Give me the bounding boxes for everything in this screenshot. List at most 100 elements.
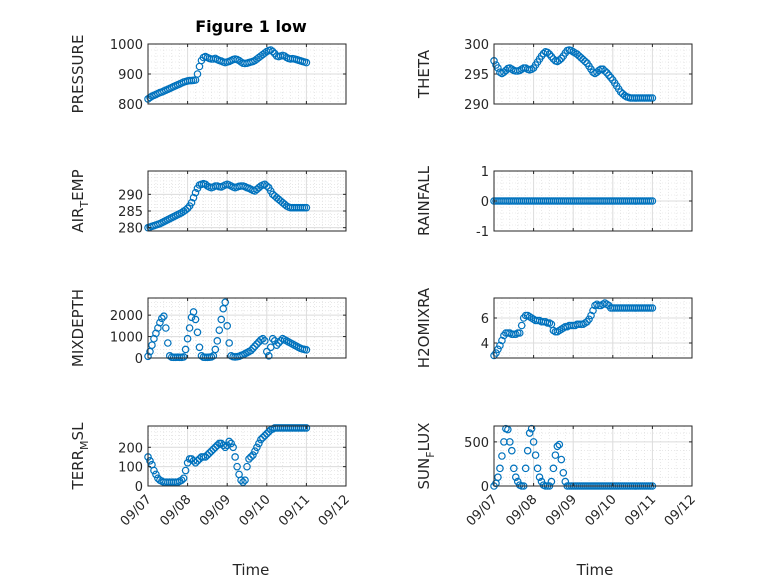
terr_msl-data-point <box>205 449 214 457</box>
h2omixra-data-point <box>589 306 597 315</box>
sun_flux-data-point <box>506 438 514 446</box>
theta-data-point <box>601 67 609 75</box>
terr_msl-data-point <box>150 466 158 475</box>
air_temp-data-point <box>191 188 200 197</box>
terr_msl-data-point <box>239 478 247 486</box>
subplot-h2omixra: 4 6 H2OMIXRA <box>415 287 693 368</box>
h2omixra-data-point <box>496 341 504 350</box>
theta-data-point <box>545 50 554 59</box>
subplot-rainfall: -1 0 1 RAINFALL <box>415 165 693 240</box>
theta-y-tick-label: 295 <box>464 68 489 83</box>
mixdepth-y-tick-label: 2000 <box>110 309 143 324</box>
terr_msl-data-point <box>227 439 235 448</box>
sun_flux-data-point <box>527 424 536 433</box>
h2omixra-y-axis-label: H2OMIXRA <box>415 287 433 368</box>
terr_msl-y-axis-label: TERRMSL <box>69 422 91 491</box>
mixdepth-data-point <box>259 334 267 343</box>
terr_msl-y-tick-label: 100 <box>118 461 143 476</box>
rainfall-y-tick-label: -1 <box>476 225 489 240</box>
subplot-theta: 290 295 300 THETA <box>415 38 693 113</box>
mixdepth-data-point <box>225 339 233 347</box>
sun_flux-data-point <box>559 468 568 477</box>
mixdepth-data-point <box>211 345 220 354</box>
sun_flux-data-point <box>529 438 538 446</box>
mixdepth-data-point <box>191 315 200 324</box>
h2omixra-data-point <box>648 304 657 312</box>
terr_msl-data-point <box>201 453 210 461</box>
x-axis-label-left: Time <box>232 561 270 579</box>
sun_flux-data-point <box>533 464 542 473</box>
rainfall-y-axis-label: RAINFALL <box>415 165 433 236</box>
sun_flux-data-point <box>553 442 562 451</box>
air_temp-y-tick-label: 290 <box>118 188 143 203</box>
terr_msl-data-point <box>261 431 269 440</box>
terr_msl-data-point <box>259 433 267 442</box>
mixdepth-data-point <box>221 298 230 307</box>
h2omixra-data-point <box>585 315 593 324</box>
sun_flux-data-point <box>509 464 518 473</box>
theta-data-point <box>494 64 502 72</box>
theta-data-point <box>581 57 589 66</box>
mixdepth-data-point <box>268 334 277 343</box>
terr_msl-data-point <box>262 429 271 438</box>
mixdepth-data-point <box>274 339 283 347</box>
mixdepth-data-point <box>223 322 232 330</box>
terr_msl-data-point <box>152 470 160 479</box>
sun_flux-data-point <box>511 473 520 481</box>
pressure-data-point <box>193 70 202 78</box>
h2omixra-data-point <box>515 329 524 337</box>
pressure-data-point <box>268 47 277 56</box>
theta-data-point <box>543 48 552 57</box>
pressure-y-tick-label: 800 <box>118 98 143 113</box>
h2omixra-y-tick-label: 4 <box>481 337 489 352</box>
theta-data-point <box>605 71 613 80</box>
rainfall-y-tick-label: 1 <box>481 165 489 180</box>
terr_msl-y-tick-label: 200 <box>118 441 143 456</box>
pressure-y-axis-label: PRESSURE <box>69 35 87 114</box>
theta-y-tick-label: 290 <box>464 98 489 113</box>
figure-title: Figure 1 low <box>195 17 307 36</box>
mixdepth-data-point <box>195 343 204 352</box>
air_temp-axes-box <box>147 170 347 232</box>
air_temp-data-point <box>183 204 192 213</box>
mixdepth-data-point <box>262 347 271 356</box>
mixdepth-data-point <box>189 308 198 316</box>
terr_msl-data-point <box>253 443 261 452</box>
sun_flux-data-point <box>535 473 544 481</box>
mixdepth-data-point <box>164 339 172 347</box>
sun_flux-data-point <box>521 464 530 473</box>
terr_msl-data-point <box>229 443 237 452</box>
pressure-y-tick-label: 1000 <box>110 38 143 53</box>
sun_flux-y-tick-label: 500 <box>464 436 489 451</box>
mixdepth-data-point <box>247 346 255 355</box>
pressure-data-point <box>280 52 289 60</box>
mixdepth-data-point <box>272 341 281 349</box>
mixdepth-data-point <box>261 337 269 345</box>
terr_msl-data-point <box>211 443 220 452</box>
terr_msl-data-point <box>249 451 257 459</box>
sun_flux-y-axis-label: SUNFLUX <box>415 423 437 490</box>
theta-data-point <box>607 73 615 82</box>
h2omixra-data-point <box>494 345 502 354</box>
terr_msl-data-point <box>255 439 263 448</box>
air_temp-y-tick-label: 280 <box>118 222 143 237</box>
theta-data-point <box>555 56 564 65</box>
mixdepth-data-point <box>162 324 170 332</box>
terr_msl-data-point <box>146 457 154 465</box>
terr_msl-data-point <box>233 462 241 471</box>
theta-data-point <box>603 69 611 77</box>
subplot-air_temp: 280 285 290 AIRTEMP <box>69 169 347 237</box>
mixdepth-data-point <box>185 324 194 332</box>
mixdepth-data-point <box>251 342 259 351</box>
mixdepth-data-point <box>156 318 164 327</box>
terr_msl-data-point <box>191 458 200 467</box>
rainfall-data-point <box>648 197 657 205</box>
theta-data-point <box>557 54 566 63</box>
sun_flux-data-point <box>551 451 560 459</box>
sun_flux-data-point <box>523 446 532 455</box>
mixdepth-data-point <box>193 328 202 337</box>
x-axis-label-right: Time <box>576 561 614 579</box>
pressure-data-point <box>261 49 269 57</box>
rainfall-y-tick-label: 0 <box>481 195 489 210</box>
terr_msl-data-point <box>219 441 228 450</box>
